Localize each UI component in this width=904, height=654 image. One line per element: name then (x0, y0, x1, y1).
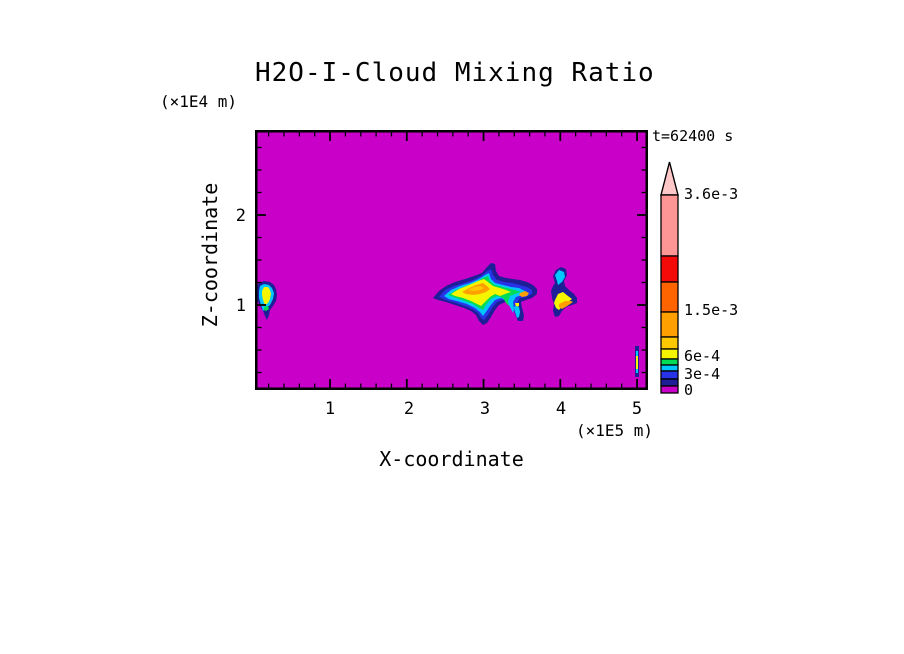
colorbar-segment (660, 281, 679, 313)
main-cloud (468, 286, 484, 291)
colorbar-segment (660, 348, 679, 360)
main-cloud (514, 306, 520, 318)
colorbar-segment (660, 364, 679, 372)
x-tick-label-3: 3 (479, 399, 491, 419)
secondary-cloud (554, 292, 572, 310)
colorbar-segment (660, 370, 679, 380)
z-tick-label-2: 2 (235, 206, 246, 226)
colorbar-label-0: 0 (684, 381, 694, 399)
plot-frame (255, 130, 648, 390)
colorbar (660, 161, 679, 394)
left-boundary-cloud (264, 306, 269, 311)
colorbar-label-3.6e-3: 3.6e-3 (684, 185, 739, 203)
colorbar-segment (660, 255, 679, 283)
x-tick-label-4: 4 (555, 399, 567, 419)
z-tick-label-1: 1 (235, 296, 246, 316)
colorbar-label-3e-4: 3e-4 (684, 365, 721, 383)
x-tick-label-2: 2 (403, 399, 415, 419)
colorbar-segment (660, 311, 679, 338)
plot-background (255, 130, 648, 390)
plot-title: H2O-I-Cloud Mixing Ratio (255, 58, 655, 88)
x-tick-label-1: 1 (324, 399, 336, 419)
right-boundary-sliver (636, 356, 638, 369)
left-boundary-cloud (262, 287, 271, 305)
colorbar-segment (660, 378, 679, 387)
x-axis-unit-label: (×1E5 m) (575, 421, 653, 440)
secondary-cloud (555, 270, 565, 285)
contour-plot (255, 130, 648, 390)
colorbar-segment (660, 336, 679, 350)
x-axis-label: X-coordinate (379, 447, 524, 471)
colorbar-label-1.5e-3: 1.5e-3 (684, 301, 739, 319)
z-axis-unit-label: (×1E4 m) (160, 92, 238, 111)
right-boundary-sliver (636, 369, 638, 373)
colorbar-segment (660, 194, 679, 257)
timestamp-label: t=62400 s (652, 127, 734, 145)
colorbar-segment (660, 385, 679, 394)
colorbar-label-6e-4: 6e-4 (684, 347, 721, 365)
x-tick-label-5: 5 (631, 399, 643, 419)
colorbar-arrow (660, 161, 679, 196)
secondary-cloud (559, 301, 573, 309)
right-boundary-sliver (636, 351, 638, 356)
colorbar-segment (660, 358, 679, 366)
main-cloud (519, 291, 529, 297)
